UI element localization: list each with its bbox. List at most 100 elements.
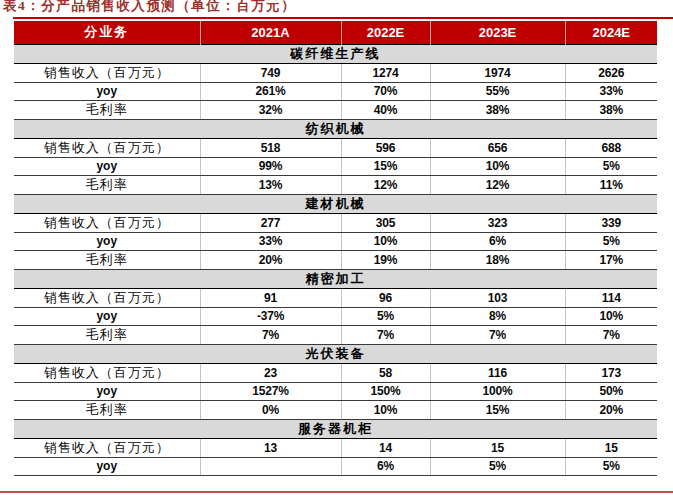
value-cell: 15% bbox=[430, 400, 565, 419]
value-cell: 1527% bbox=[200, 382, 341, 400]
value-cell: 150% bbox=[341, 382, 430, 400]
value-cell bbox=[200, 457, 341, 475]
value-cell: 13 bbox=[200, 438, 341, 457]
row-label: 毛利率 bbox=[14, 250, 200, 269]
value-cell: 50% bbox=[565, 382, 657, 400]
value-cell: 1974 bbox=[430, 63, 565, 82]
value-cell: 15 bbox=[430, 438, 565, 457]
value-cell: 5% bbox=[565, 232, 657, 250]
row-label: yoy bbox=[14, 382, 200, 400]
value-cell: 261% bbox=[200, 82, 341, 100]
value-cell: 339 bbox=[565, 213, 657, 232]
table-row: 销售收入（百万元）749127419742626 bbox=[14, 63, 657, 82]
value-cell: 656 bbox=[430, 138, 565, 157]
row-label: 销售收入（百万元） bbox=[14, 288, 200, 307]
value-cell: 5% bbox=[341, 307, 430, 325]
row-label: 毛利率 bbox=[14, 325, 200, 344]
value-cell: 0% bbox=[200, 400, 341, 419]
table-row: 销售收入（百万元）2358116173 bbox=[14, 363, 657, 382]
value-cell: 103 bbox=[430, 288, 565, 307]
row-label: 销售收入（百万元） bbox=[14, 363, 200, 382]
row-label: 销售收入（百万元） bbox=[14, 138, 200, 157]
value-cell: 10% bbox=[341, 400, 430, 419]
table-body: 碳纤维生产线销售收入（百万元）749127419742626yoy261%70%… bbox=[14, 44, 657, 475]
value-cell: 116 bbox=[430, 363, 565, 382]
table-title: 表4：分产品销售收入预测（单位：百万元） bbox=[3, 0, 296, 15]
column-header-2023e: 2023E bbox=[430, 21, 565, 44]
table-row: 销售收入（百万元）13141515 bbox=[14, 438, 657, 457]
title-divider-line bbox=[13, 17, 673, 19]
revenue-forecast-table: 分业务 2021A 2022E 2023E 2024E 碳纤维生产线销售收入（百… bbox=[14, 21, 657, 476]
value-cell: 38% bbox=[565, 100, 657, 119]
value-cell: 19% bbox=[341, 250, 430, 269]
row-label: 毛利率 bbox=[14, 100, 200, 119]
value-cell: 2626 bbox=[565, 63, 657, 82]
row-label: yoy bbox=[14, 232, 200, 250]
table-row: 毛利率32%40%38%38% bbox=[14, 100, 657, 119]
value-cell: 6% bbox=[341, 457, 430, 475]
table-row: yoy99%15%10%5% bbox=[14, 157, 657, 175]
value-cell: 6% bbox=[430, 232, 565, 250]
table-row: 毛利率0%10%15%20% bbox=[14, 400, 657, 419]
table-row: yoy-37%5%8%10% bbox=[14, 307, 657, 325]
value-cell: 20% bbox=[200, 250, 341, 269]
value-cell: 13% bbox=[200, 175, 341, 194]
value-cell: 277 bbox=[200, 213, 341, 232]
value-cell: 5% bbox=[430, 457, 565, 475]
value-cell: 70% bbox=[341, 82, 430, 100]
table-row: 销售收入（百万元）277305323339 bbox=[14, 213, 657, 232]
row-label: 销售收入（百万元） bbox=[14, 63, 200, 82]
value-cell: 55% bbox=[430, 82, 565, 100]
section-row: 建材机械 bbox=[14, 194, 657, 213]
value-cell: 7% bbox=[430, 325, 565, 344]
table-row: 毛利率20%19%18%17% bbox=[14, 250, 657, 269]
section-title: 服务器机柜 bbox=[14, 419, 657, 438]
value-cell: -37% bbox=[200, 307, 341, 325]
value-cell: 91 bbox=[200, 288, 341, 307]
section-row: 精密加工 bbox=[14, 269, 657, 288]
value-cell: 40% bbox=[341, 100, 430, 119]
value-cell: 11% bbox=[565, 175, 657, 194]
value-cell: 323 bbox=[430, 213, 565, 232]
value-cell: 7% bbox=[565, 325, 657, 344]
value-cell: 15 bbox=[565, 438, 657, 457]
value-cell: 15% bbox=[341, 157, 430, 175]
table-row: 毛利率13%12%12%11% bbox=[14, 175, 657, 194]
column-header-2021a: 2021A bbox=[200, 21, 341, 44]
table-row: 毛利率7%7%7%7% bbox=[14, 325, 657, 344]
value-cell: 12% bbox=[430, 175, 565, 194]
row-label: yoy bbox=[14, 457, 200, 475]
value-cell: 688 bbox=[565, 138, 657, 157]
value-cell: 7% bbox=[341, 325, 430, 344]
row-label: 销售收入（百万元） bbox=[14, 213, 200, 232]
column-header-2022e: 2022E bbox=[341, 21, 430, 44]
row-label: 毛利率 bbox=[14, 175, 200, 194]
table-row: 销售收入（百万元）518596656688 bbox=[14, 138, 657, 157]
value-cell: 38% bbox=[430, 100, 565, 119]
document-page: 表4：分产品销售收入预测（单位：百万元） 分业务 2021A 2022E 202… bbox=[0, 0, 673, 495]
table-row: yoy1527%150%100%50% bbox=[14, 382, 657, 400]
value-cell: 7% bbox=[200, 325, 341, 344]
value-cell: 305 bbox=[341, 213, 430, 232]
row-label: yoy bbox=[14, 82, 200, 100]
table-header: 分业务 2021A 2022E 2023E 2024E bbox=[14, 21, 657, 44]
section-row: 光伏装备 bbox=[14, 344, 657, 363]
table-row: 销售收入（百万元）9196103114 bbox=[14, 288, 657, 307]
table-row: yoy33%10%6%5% bbox=[14, 232, 657, 250]
section-title: 纺织机械 bbox=[14, 119, 657, 138]
value-cell: 58 bbox=[341, 363, 430, 382]
value-cell: 173 bbox=[565, 363, 657, 382]
value-cell: 14 bbox=[341, 438, 430, 457]
value-cell: 20% bbox=[565, 400, 657, 419]
value-cell: 114 bbox=[565, 288, 657, 307]
value-cell: 10% bbox=[430, 157, 565, 175]
value-cell: 518 bbox=[200, 138, 341, 157]
row-label: yoy bbox=[14, 157, 200, 175]
value-cell: 100% bbox=[430, 382, 565, 400]
value-cell: 12% bbox=[341, 175, 430, 194]
column-header-2024e: 2024E bbox=[565, 21, 657, 44]
value-cell: 10% bbox=[565, 307, 657, 325]
value-cell: 5% bbox=[565, 157, 657, 175]
section-title: 碳纤维生产线 bbox=[14, 44, 657, 63]
section-row: 服务器机柜 bbox=[14, 419, 657, 438]
